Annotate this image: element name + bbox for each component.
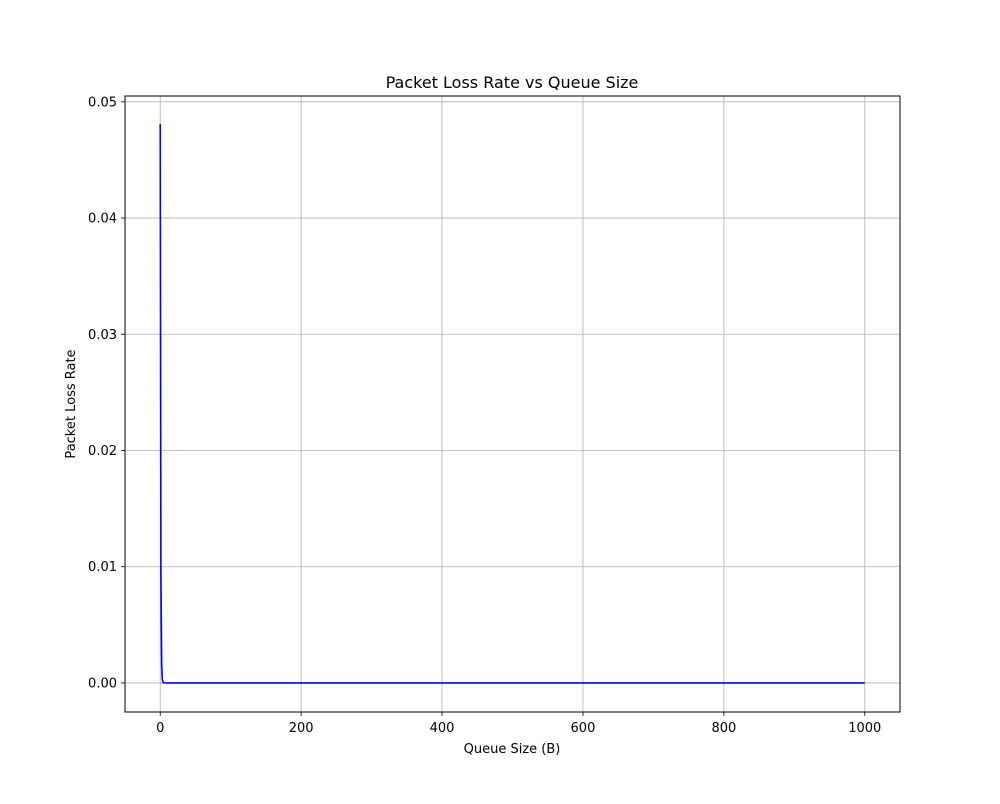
chart-title: Packet Loss Rate vs Queue Size [386, 73, 639, 92]
x-tick-label: 800 [711, 721, 736, 736]
x-tick-label: 1000 [848, 721, 881, 736]
y-tick-label: 0.00 [88, 676, 117, 691]
y-axis-label: Packet Loss Rate [64, 349, 79, 458]
tick-layer: 0 200 400 600 800 1000 0.00 0.01 0.02 0.03 0.04 0.0… [88, 95, 881, 736]
x-tick-label: 400 [430, 721, 455, 736]
y-tick-label: 0.03 [88, 328, 117, 343]
x-axis-label: Queue Size (B) [464, 742, 561, 757]
x-tick-label: 0 [156, 721, 164, 736]
x-tick-label: 200 [289, 721, 314, 736]
y-tick-label: 0.05 [88, 95, 117, 110]
plot-frame [124, 95, 901, 713]
series-layer [159, 123, 865, 684]
series-line [159, 123, 865, 684]
x-tick-label: 600 [571, 721, 596, 736]
y-tick-label: 0.04 [88, 212, 117, 227]
y-tick-label: 0.02 [88, 444, 117, 459]
grid-layer [125, 96, 900, 712]
y-tick-label: 0.01 [88, 560, 117, 575]
